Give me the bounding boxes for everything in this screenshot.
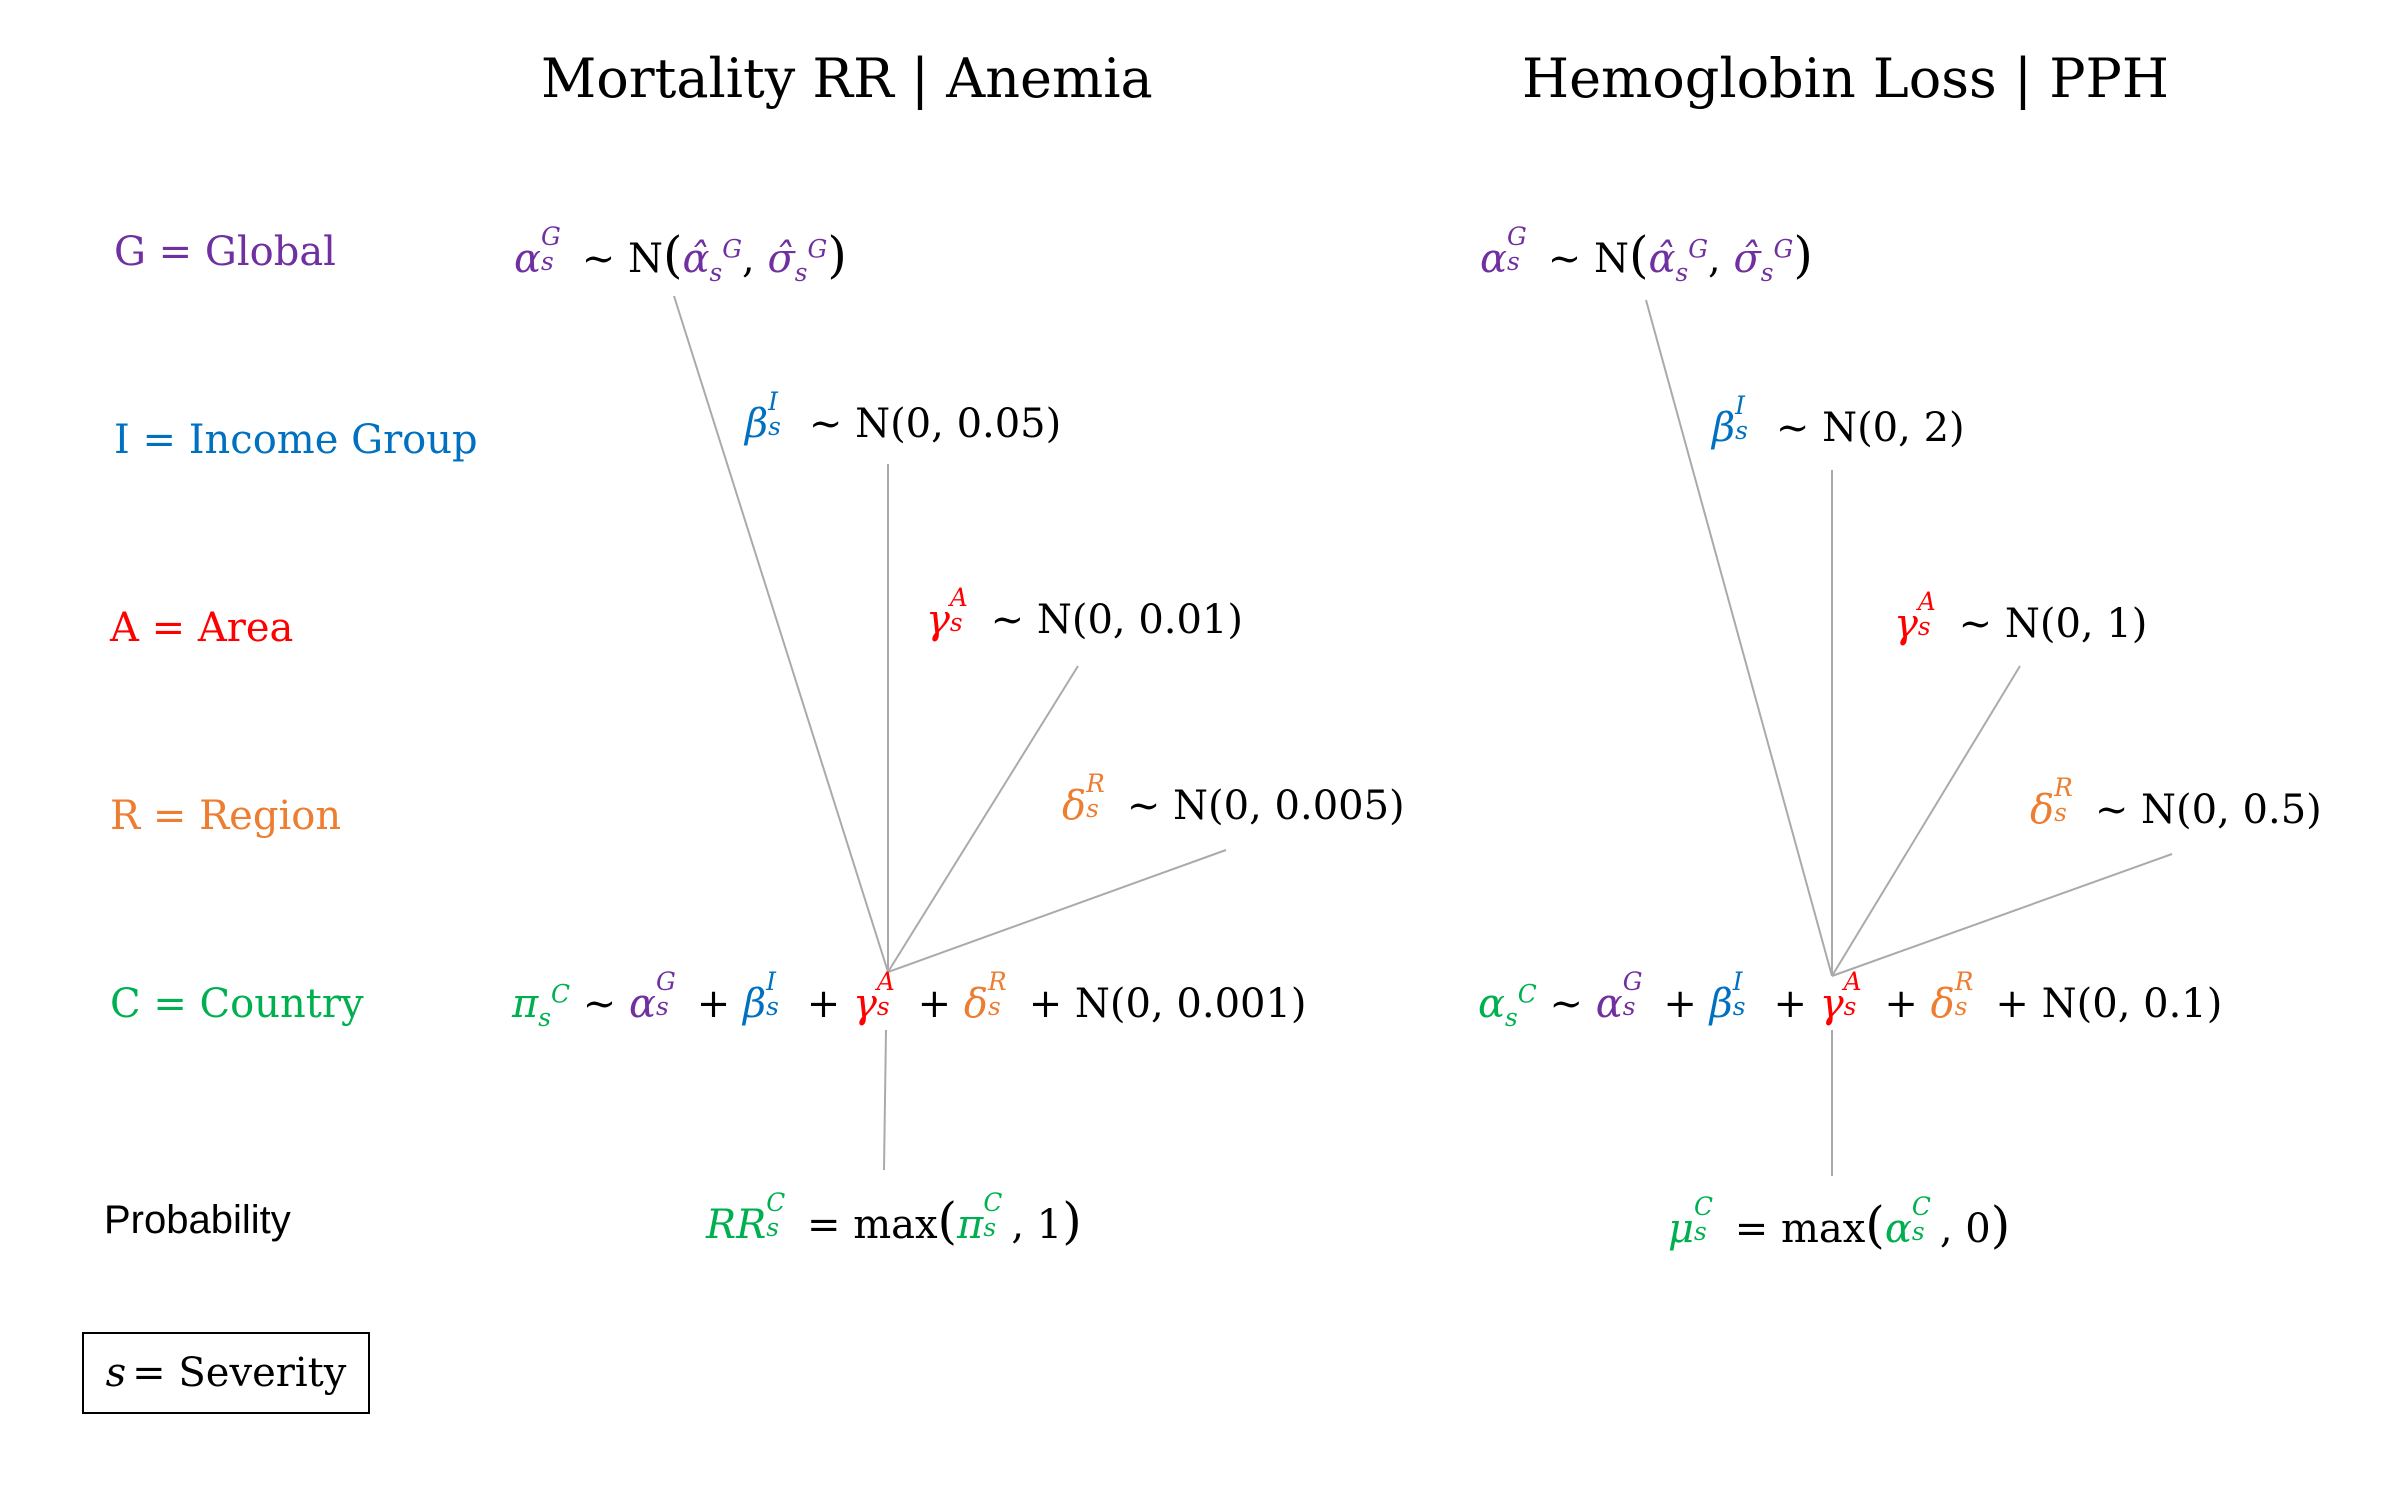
- severity-legend-box: s = Severity: [82, 1332, 370, 1414]
- right-output-name: μ: [1668, 1206, 1694, 1252]
- right-country-noise: N(0, 0.1): [2041, 981, 2223, 1027]
- left-area-prior: N(0, 0.01): [1036, 597, 1244, 643]
- right-connector-global: [1645, 299, 1833, 977]
- left-output-name: RR: [706, 1202, 767, 1248]
- level-label-area: A = Area: [110, 605, 294, 651]
- right-global-dist: N: [1593, 236, 1629, 282]
- right-connector-area: [1831, 665, 2021, 977]
- level-label-country: C = Country: [110, 981, 364, 1027]
- left-connector-output: [883, 1029, 887, 1171]
- right-model-title: Hemoglobin Loss | PPH: [1522, 47, 2169, 110]
- left-income-prior: N(0, 0.05): [855, 401, 1062, 447]
- left-country-param: π: [512, 981, 539, 1027]
- right-region-prior: N(0, 0.5): [2141, 787, 2322, 833]
- right-output-fn: max: [1780, 1206, 1866, 1252]
- left-connector-global: [673, 295, 889, 973]
- left-region-prior: N(0, 0.005): [1173, 783, 1405, 829]
- right-area-prior: N(0, 1): [2004, 601, 2148, 647]
- level-label-global: G = Global: [114, 229, 336, 275]
- left-connector-area: [887, 665, 1079, 973]
- left-country-noise: N(0, 0.001): [1074, 981, 1307, 1027]
- level-label-probability: Probability: [104, 1198, 291, 1242]
- left-output-fn: max: [853, 1202, 938, 1248]
- right-output-floor: 0: [1965, 1206, 1991, 1252]
- right-connector-region: [1831, 853, 2173, 977]
- left-global-dist: N: [627, 236, 663, 282]
- left-connector-region: [887, 849, 1227, 973]
- severity-legend-text: = Severity: [132, 1350, 347, 1396]
- level-label-region: R = Region: [110, 793, 342, 839]
- left-output-floor: 1: [1036, 1202, 1063, 1248]
- severity-symbol: s: [105, 1350, 127, 1396]
- left-model-title: Mortality RR | Anemia: [541, 47, 1153, 110]
- right-country-param: α: [1478, 981, 1506, 1027]
- level-label-income-group: I = Income Group: [114, 417, 478, 463]
- right-income-prior: N(0, 2): [1822, 405, 1965, 451]
